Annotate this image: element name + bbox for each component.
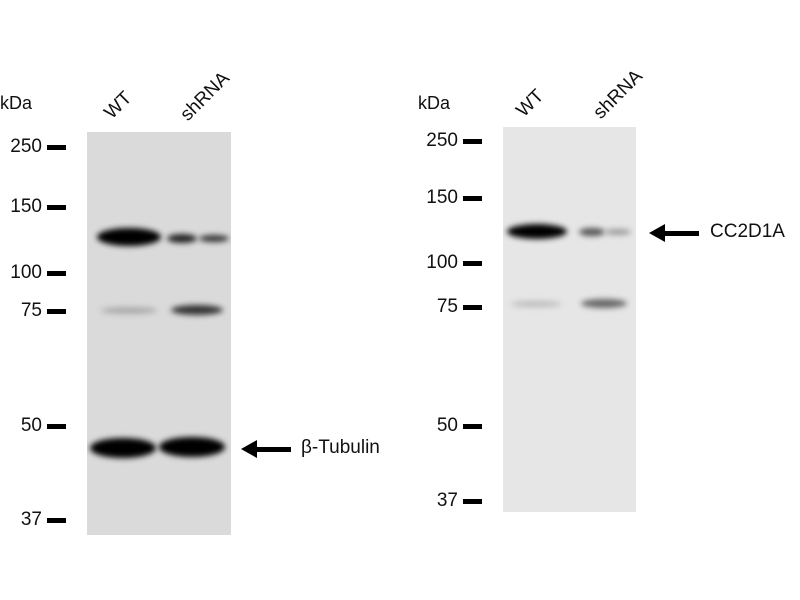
marker-tick (47, 271, 66, 276)
marker-tick (47, 424, 66, 429)
marker-label-250: 250 (426, 130, 458, 151)
band-shrna-130b (199, 235, 229, 242)
marker-label-37: 37 (20, 509, 42, 530)
lane-label-wt: WT (100, 87, 137, 124)
band-wt-75 (101, 307, 157, 314)
marker-tick (463, 499, 482, 504)
target-label-tubulin: β-Tubulin (301, 437, 380, 458)
marker-label-37: 37 (436, 490, 458, 511)
marker-tick (463, 196, 482, 201)
marker-tick (463, 261, 482, 266)
marker-label-75: 75 (436, 296, 458, 317)
marker-label-50: 50 (20, 415, 42, 436)
lane-label-wt: WT (512, 85, 549, 122)
marker-tick (47, 205, 66, 210)
marker-label-150: 150 (10, 196, 42, 217)
band-wt-tubulin (90, 438, 156, 458)
marker-label-100: 100 (10, 262, 42, 283)
marker-tick (47, 309, 66, 314)
marker-tick (463, 139, 482, 144)
band-shrna-cc2d1a-b (605, 229, 631, 235)
marker-label-250: 250 (10, 136, 42, 157)
band-shrna-130 (167, 234, 197, 243)
band-shrna-75 (581, 299, 627, 308)
blot-image (87, 132, 231, 535)
marker-label-100: 100 (426, 252, 458, 273)
marker-tick (463, 424, 482, 429)
marker-tick (47, 518, 66, 523)
arrow-left-icon (241, 440, 291, 458)
lane-label-shrna: shRNA (589, 65, 647, 124)
target-label-cc2d1a: CC2D1A (710, 221, 785, 242)
band-wt-75 (511, 301, 561, 307)
band-wt-cc2d1a (507, 224, 567, 239)
kda-label: kDa (418, 93, 451, 113)
band-wt-130 (97, 228, 161, 246)
marker-label-150: 150 (426, 187, 458, 208)
kda-label: kDa (0, 93, 33, 113)
blot-image (503, 127, 636, 512)
marker-label-50: 50 (436, 415, 458, 436)
marker-label-75: 75 (20, 300, 42, 321)
marker-tick (47, 145, 66, 150)
band-shrna-tubulin (159, 437, 225, 457)
band-shrna-cc2d1a (579, 228, 605, 236)
arrow-left-icon (649, 224, 699, 242)
marker-tick (463, 305, 482, 310)
band-shrna-75 (171, 305, 223, 315)
lane-label-shrna: shRNA (176, 67, 234, 126)
